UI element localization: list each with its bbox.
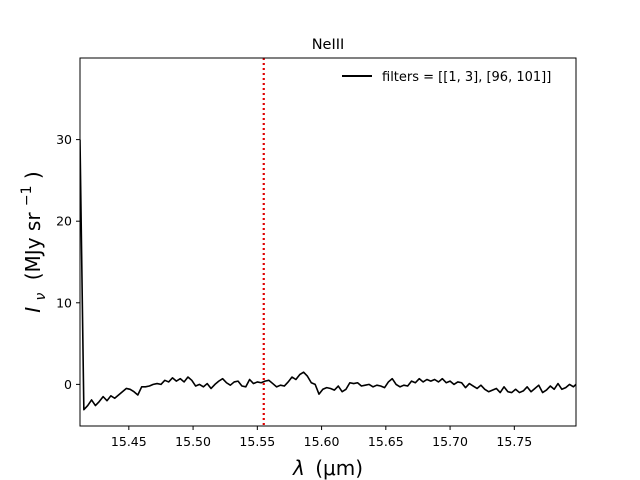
x-axis-ticks: 15.45 15.50 15.55 15.60 15.65 15.70 15.75 — [111, 426, 532, 449]
y-axis-unit: (MJy sr — [21, 212, 45, 281]
x-tick-label: 15.60 — [304, 434, 340, 449]
x-axis-label: λ (μm) — [292, 456, 363, 480]
x-tick-label: 15.55 — [239, 434, 275, 449]
x-tick-label: 15.50 — [175, 434, 211, 449]
x-tick-label: 15.70 — [432, 434, 468, 449]
y-tick-label: 10 — [56, 295, 72, 310]
plot-area — [80, 58, 576, 426]
legend: filters = [[1, 3], [96, 101]] — [342, 70, 551, 85]
y-axis-symbol: I — [21, 307, 45, 313]
x-axis-symbol: λ — [292, 456, 305, 480]
y-axis-unit-exponent: −1 — [19, 185, 35, 206]
x-axis-unit: (μm) — [315, 456, 363, 480]
y-axis-subscript: ν — [33, 292, 49, 300]
chart-title: NeIII — [312, 37, 345, 53]
x-tick-label: 15.45 — [111, 434, 147, 449]
series-line-0 — [80, 139, 576, 411]
y-axis-ticks: 0 10 20 30 — [56, 132, 80, 392]
y-axis-unit-close: ) — [21, 171, 45, 179]
x-tick-label: 15.65 — [368, 434, 404, 449]
y-tick-label: 0 — [64, 377, 72, 392]
y-axis-label: I ν (MJy sr −1 ) — [12, 171, 50, 312]
legend-label: filters = [[1, 3], [96, 101]] — [382, 70, 551, 85]
axes-frame — [79, 57, 577, 427]
x-tick-label: 15.75 — [496, 434, 532, 449]
y-tick-label: 20 — [56, 214, 72, 229]
y-tick-label: 30 — [56, 132, 72, 147]
